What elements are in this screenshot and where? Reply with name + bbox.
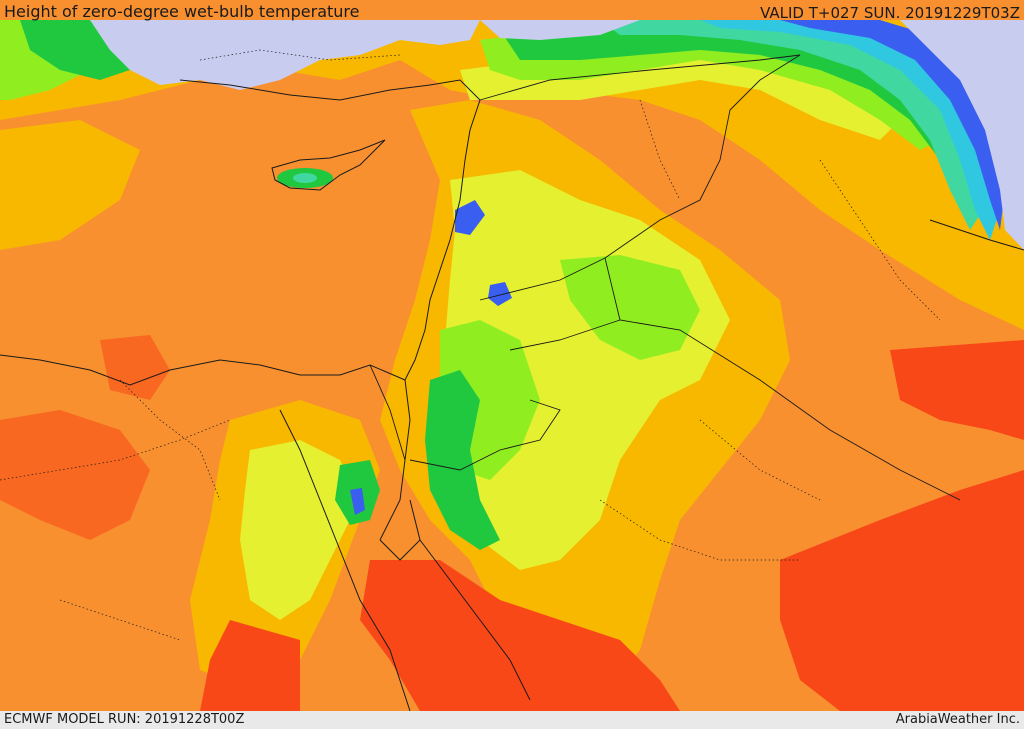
amber-zone-north xyxy=(0,20,1024,330)
header-bar: Height of zero-degree wet-bulb temperatu… xyxy=(0,0,1024,23)
credit-label: ArabiaWeather Inc. xyxy=(895,712,1020,727)
border-egypt-israel xyxy=(369,364,406,461)
province-line-4 xyxy=(819,159,941,321)
blue-zone-lebanon xyxy=(455,200,485,235)
red-zone-redsea xyxy=(360,560,680,711)
province-line-8 xyxy=(59,599,181,641)
yellow-green-zone-sinai xyxy=(240,440,360,620)
coast-cyprus xyxy=(271,139,386,191)
province-line-1 xyxy=(0,419,231,481)
blue-zone-north xyxy=(780,20,1005,230)
model-run-label: ECMWF MODEL RUN: 20191228T00Z xyxy=(4,712,245,727)
map-title: Height of zero-degree wet-bulb temperatu… xyxy=(4,2,360,21)
red-zone-egypt-delta xyxy=(100,335,170,400)
province-line-2 xyxy=(119,379,221,501)
coastlines xyxy=(0,79,1024,712)
coast-saudi-west xyxy=(419,539,531,701)
province-line-7 xyxy=(199,49,401,61)
province-line-3 xyxy=(639,99,681,201)
lime-zone-syria xyxy=(560,255,700,360)
red-zone-egypt-west xyxy=(0,410,150,540)
coast-gulf xyxy=(929,219,1024,251)
snow-zone-northeast xyxy=(900,20,1024,250)
coast-levant xyxy=(404,159,466,381)
valid-time: VALID T+027 SUN. 20191229T03Z xyxy=(760,4,1020,22)
country-borders xyxy=(369,54,961,501)
coast-egypt xyxy=(0,354,406,386)
border-iraq-iran xyxy=(604,54,801,259)
border-jordan-saudi xyxy=(509,319,621,351)
coast-suez-west xyxy=(279,409,411,712)
red-zone-sudan xyxy=(200,620,300,711)
cyan-zone-north xyxy=(700,20,1000,240)
red-zone-east xyxy=(890,340,1024,440)
blue-zone-hermon xyxy=(488,282,512,306)
teal-zone-north xyxy=(600,20,990,230)
province-borders xyxy=(0,49,941,641)
blue-zone-sinai xyxy=(350,488,365,515)
cyprus-teal-core xyxy=(293,173,317,183)
coast-aqaba xyxy=(379,499,421,561)
red-zone-southeast xyxy=(780,470,1024,711)
footer-bar: ECMWF MODEL RUN: 20191228T00Z ArabiaWeat… xyxy=(0,711,1024,729)
amber-zone-cyprus-west xyxy=(0,120,140,250)
border-syria-iraq xyxy=(479,257,961,501)
border-turkey-syria xyxy=(479,54,801,101)
province-line-5 xyxy=(599,499,800,561)
snow-zone-north-center xyxy=(480,20,640,40)
coast-turkey-south xyxy=(179,79,481,161)
green-zone-levant xyxy=(425,370,500,550)
border-jordan-south xyxy=(409,399,561,471)
snow-zone-turkey xyxy=(90,20,480,90)
